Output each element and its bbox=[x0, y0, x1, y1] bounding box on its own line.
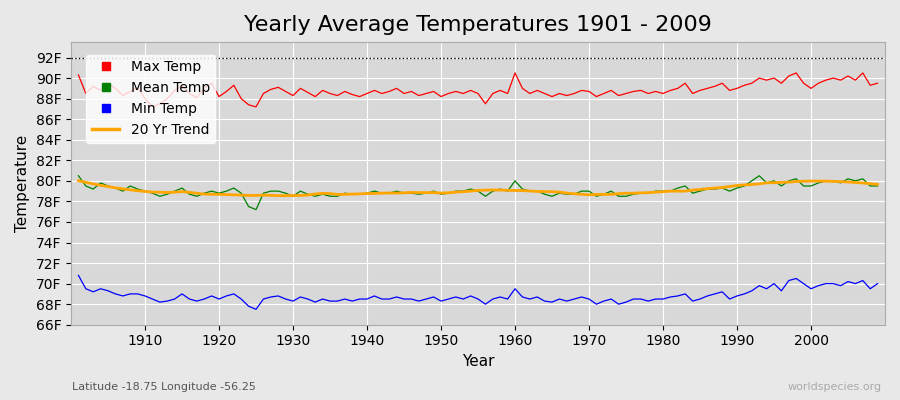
Text: worldspecies.org: worldspecies.org bbox=[788, 382, 882, 392]
X-axis label: Year: Year bbox=[462, 354, 494, 369]
Title: Yearly Average Temperatures 1901 - 2009: Yearly Average Temperatures 1901 - 2009 bbox=[244, 15, 712, 35]
Y-axis label: Temperature: Temperature bbox=[15, 135, 30, 232]
Legend: Max Temp, Mean Temp, Min Temp, 20 Yr Trend: Max Temp, Mean Temp, Min Temp, 20 Yr Tre… bbox=[86, 55, 215, 143]
Text: Latitude -18.75 Longitude -56.25: Latitude -18.75 Longitude -56.25 bbox=[72, 382, 256, 392]
